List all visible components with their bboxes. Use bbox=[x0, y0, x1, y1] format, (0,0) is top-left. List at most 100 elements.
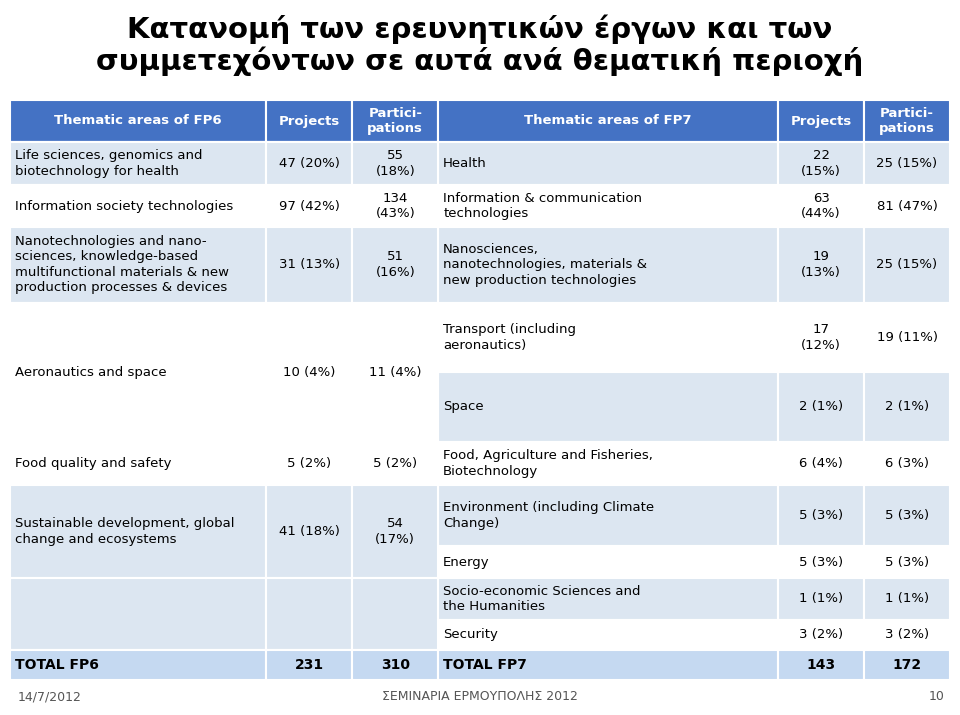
Text: Food, Agriculture and Fisheries,
Biotechnology: Food, Agriculture and Fisheries, Biotech… bbox=[444, 449, 653, 478]
Bar bbox=[779, 372, 864, 442]
Bar bbox=[10, 442, 267, 485]
Bar bbox=[439, 302, 779, 372]
Bar bbox=[779, 620, 864, 650]
Text: 5 (3%): 5 (3%) bbox=[885, 509, 929, 522]
Bar bbox=[864, 442, 950, 485]
Bar bbox=[352, 100, 439, 142]
Text: 5 (3%): 5 (3%) bbox=[799, 509, 843, 522]
Bar bbox=[267, 142, 352, 185]
Text: Aeronautics and space: Aeronautics and space bbox=[15, 365, 167, 379]
Text: Projects: Projects bbox=[790, 114, 852, 127]
Bar bbox=[10, 100, 267, 142]
Bar bbox=[439, 227, 779, 302]
Bar bbox=[267, 302, 352, 442]
Text: Partici-
pations: Partici- pations bbox=[879, 107, 935, 135]
Text: Projects: Projects bbox=[278, 114, 340, 127]
Bar bbox=[439, 142, 779, 185]
Bar bbox=[10, 185, 267, 227]
Bar bbox=[267, 302, 352, 442]
Text: 6 (4%): 6 (4%) bbox=[800, 457, 843, 470]
Bar bbox=[779, 578, 864, 620]
Bar bbox=[864, 650, 950, 680]
Bar bbox=[864, 100, 950, 142]
Text: Food quality and safety: Food quality and safety bbox=[15, 457, 172, 470]
Bar bbox=[779, 442, 864, 485]
Text: 31 (13%): 31 (13%) bbox=[278, 258, 340, 271]
Text: συμμετεχόντων σε αυτά ανά θεματική περιοχή: συμμετεχόντων σε αυτά ανά θεματική περιο… bbox=[96, 47, 864, 77]
Bar bbox=[267, 185, 352, 227]
Bar bbox=[779, 546, 864, 578]
Bar bbox=[352, 142, 439, 185]
Bar bbox=[10, 442, 267, 485]
Bar bbox=[352, 185, 439, 227]
Text: 19 (11%): 19 (11%) bbox=[876, 331, 938, 344]
Bar bbox=[10, 485, 267, 578]
Bar bbox=[352, 302, 439, 442]
Bar bbox=[10, 650, 267, 680]
Bar bbox=[10, 302, 267, 442]
Text: 25 (15%): 25 (15%) bbox=[876, 258, 938, 271]
Bar bbox=[10, 142, 267, 185]
Bar bbox=[864, 142, 950, 185]
Text: ΣΕΜΙΝΑΡΙΑ ΕΡΜΟΥΠΟΛΗΣ 2012: ΣΕΜΙΝΑΡΙΑ ΕΡΜΟΥΠΟΛΗΣ 2012 bbox=[382, 690, 578, 703]
Bar bbox=[779, 227, 864, 302]
Text: Thematic areas of FP7: Thematic areas of FP7 bbox=[524, 114, 692, 127]
Bar bbox=[10, 227, 267, 302]
Bar bbox=[267, 442, 352, 485]
Text: TOTAL FP7: TOTAL FP7 bbox=[444, 658, 527, 672]
Text: Socio-economic Sciences and
the Humanities: Socio-economic Sciences and the Humaniti… bbox=[444, 585, 640, 613]
Bar bbox=[267, 442, 352, 485]
Text: 134
(43%): 134 (43%) bbox=[375, 192, 415, 220]
Bar bbox=[864, 372, 950, 442]
Bar bbox=[779, 485, 864, 546]
Bar bbox=[439, 185, 779, 227]
Bar bbox=[864, 185, 950, 227]
Text: Nanotechnologies and nano-
sciences, knowledge-based
multifunctional materials &: Nanotechnologies and nano- sciences, kno… bbox=[15, 235, 229, 295]
Text: Energy: Energy bbox=[444, 556, 490, 568]
Text: Security: Security bbox=[444, 628, 498, 641]
Bar bbox=[352, 442, 439, 485]
Bar bbox=[267, 650, 352, 680]
Bar bbox=[352, 650, 439, 680]
Bar bbox=[267, 578, 352, 650]
Text: 55
(18%): 55 (18%) bbox=[375, 149, 415, 178]
Bar bbox=[10, 185, 267, 227]
Bar bbox=[439, 442, 779, 485]
Text: 6 (3%): 6 (3%) bbox=[885, 457, 929, 470]
Text: 172: 172 bbox=[893, 658, 922, 672]
Text: 19
(13%): 19 (13%) bbox=[802, 250, 841, 279]
Text: 11 (4%): 11 (4%) bbox=[369, 365, 421, 379]
Bar bbox=[267, 142, 352, 185]
Text: 41 (18%): 41 (18%) bbox=[279, 526, 340, 538]
Text: 63
(44%): 63 (44%) bbox=[802, 192, 841, 220]
Bar bbox=[352, 185, 439, 227]
Bar bbox=[267, 185, 352, 227]
Bar bbox=[439, 650, 779, 680]
Text: Information society technologies: Information society technologies bbox=[15, 199, 233, 212]
Text: 54
(17%): 54 (17%) bbox=[375, 518, 416, 546]
Text: 3 (2%): 3 (2%) bbox=[885, 628, 929, 641]
Text: Sustainable development, global
change and ecosystems: Sustainable development, global change a… bbox=[15, 518, 234, 546]
Text: 3 (2%): 3 (2%) bbox=[799, 628, 843, 641]
Bar bbox=[10, 485, 267, 578]
Text: 143: 143 bbox=[806, 658, 836, 672]
Bar bbox=[779, 302, 864, 372]
Bar bbox=[352, 485, 439, 578]
Bar bbox=[779, 650, 864, 680]
Text: 51
(16%): 51 (16%) bbox=[375, 250, 415, 279]
Bar bbox=[267, 227, 352, 302]
Bar bbox=[267, 485, 352, 578]
Bar bbox=[352, 302, 439, 442]
Bar bbox=[439, 620, 779, 650]
Text: 10: 10 bbox=[929, 690, 945, 703]
Bar bbox=[267, 485, 352, 578]
Text: 10 (4%): 10 (4%) bbox=[283, 365, 336, 379]
Bar bbox=[10, 142, 267, 185]
Bar bbox=[864, 578, 950, 620]
Bar bbox=[267, 650, 352, 680]
Bar bbox=[864, 620, 950, 650]
Bar bbox=[439, 485, 779, 546]
Text: 5 (3%): 5 (3%) bbox=[885, 556, 929, 568]
Text: 17
(12%): 17 (12%) bbox=[802, 323, 841, 352]
Bar bbox=[864, 302, 950, 372]
